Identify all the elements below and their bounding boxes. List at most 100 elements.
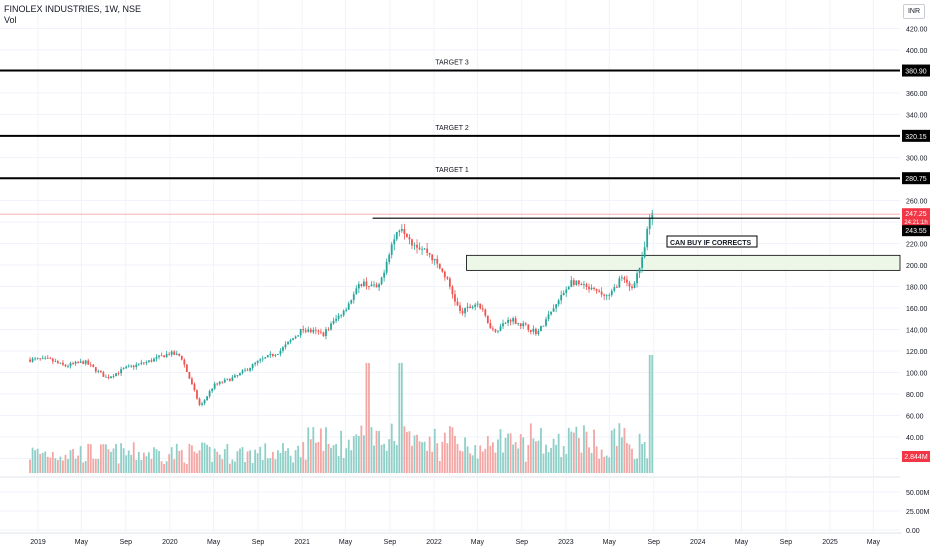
- candle-body: [418, 247, 421, 250]
- volume-bar: [59, 456, 62, 473]
- time-axis[interactable]: 2019 May Sep 2020 May Sep 2021 May Sep 2022 May Sep…: [30, 539, 880, 546]
- candle-body: [271, 353, 274, 356]
- candle-body: [330, 323, 332, 330]
- candle-body: [165, 353, 168, 358]
- candle-body: [537, 331, 540, 335]
- volume-bar: [552, 438, 555, 473]
- candle-body: [203, 400, 206, 404]
- volume-bar: [456, 443, 459, 473]
- volume-bar: [643, 442, 646, 473]
- candle-body: [390, 244, 393, 255]
- time-tick-label: May: [603, 539, 617, 546]
- candle-body: [421, 248, 423, 250]
- candle-body: [512, 318, 515, 322]
- buy-zone-rect[interactable]: [466, 254, 901, 271]
- candle-body: [125, 366, 128, 369]
- volume-bar: [180, 449, 183, 473]
- candle-body: [309, 329, 312, 333]
- candle-body: [491, 328, 494, 330]
- candle-body: [638, 267, 641, 274]
- volume-bar: [36, 448, 39, 473]
- candle-body: [211, 388, 214, 392]
- candle-body: [605, 295, 608, 297]
- candle-body: [201, 403, 203, 405]
- candle-body: [486, 315, 489, 324]
- volume-bar: [266, 458, 269, 473]
- volume-bar: [249, 450, 251, 473]
- candle-body: [615, 287, 618, 288]
- volume-bar: [67, 459, 69, 473]
- candle-body: [451, 286, 454, 295]
- volume-bar: [507, 433, 509, 473]
- volume-bar: [448, 426, 451, 473]
- candle-body: [302, 328, 305, 331]
- volume-bar: [54, 458, 57, 473]
- volume-bar: [355, 434, 358, 473]
- candle-body: [595, 289, 598, 291]
- candle-body: [261, 358, 264, 360]
- currency-button[interactable]: INR: [903, 4, 925, 19]
- price-axis[interactable]: 420.00400.00380.00360.00340.00320.00300.…: [902, 0, 932, 550]
- volume-bar: [547, 452, 550, 473]
- candle-body: [312, 329, 315, 333]
- volume-bar: [491, 442, 494, 473]
- annotation-box[interactable]: CAN BUY IF CORRECTS: [666, 235, 758, 248]
- volume-bar: [82, 462, 85, 473]
- time-tick-label: May: [471, 539, 485, 546]
- candle-body: [213, 383, 216, 389]
- price-tick-label: 420.00: [906, 27, 928, 34]
- volume-bar: [484, 448, 487, 473]
- volume-bar: [261, 460, 264, 473]
- time-tick-label: Sep: [252, 539, 265, 546]
- candle-body: [299, 328, 302, 336]
- candle-body: [431, 254, 434, 261]
- candle-body: [102, 372, 105, 377]
- volume-bar: [132, 442, 135, 473]
- candle-body: [613, 287, 616, 291]
- candle-body: [208, 391, 211, 397]
- candle-body: [77, 361, 80, 363]
- volume-bar: [390, 423, 393, 473]
- candle-body: [223, 379, 226, 383]
- candle-body: [357, 284, 360, 289]
- volume-bar: [165, 461, 168, 473]
- candle-body: [62, 362, 64, 365]
- candle-body: [244, 369, 246, 371]
- volume-bar: [335, 444, 337, 473]
- volume-bar: [137, 451, 140, 473]
- volume-bar: [221, 459, 224, 473]
- candle-body: [140, 362, 143, 364]
- volume-bar: [309, 439, 312, 473]
- volume-axis: 50.00M 25.00M 0.00: [906, 490, 930, 535]
- candle-body: [122, 368, 125, 370]
- candle-body: [115, 373, 117, 377]
- volume-bar: [438, 460, 441, 473]
- annotation-frame: [666, 235, 758, 248]
- candle-body: [36, 358, 39, 360]
- candle-body: [461, 310, 464, 314]
- volume-bar: [120, 443, 123, 473]
- volume-bar: [110, 451, 112, 473]
- candle-body: [560, 294, 563, 301]
- volume-bar: [572, 432, 575, 473]
- volume-bar: [403, 426, 406, 473]
- volume-bar: [416, 434, 418, 473]
- volume-bar: [433, 428, 436, 473]
- volume-bar: [72, 449, 74, 473]
- candle-body: [59, 362, 62, 364]
- candle-body: [423, 248, 426, 250]
- volume-bar: [269, 458, 272, 473]
- volume-bar: [590, 452, 593, 473]
- candle-body: [509, 319, 512, 322]
- candle-body: [320, 331, 322, 333]
- candle-body: [448, 278, 451, 287]
- price-tick-label: 160.00: [906, 306, 928, 313]
- candle-body: [231, 377, 234, 381]
- volume-bar: [454, 436, 456, 473]
- price-tick-label: 260.00: [906, 199, 928, 206]
- price-tick-label: 360.00: [906, 91, 928, 98]
- candle-body: [648, 218, 651, 229]
- volume-bar: [474, 445, 477, 473]
- candle-body: [502, 323, 504, 327]
